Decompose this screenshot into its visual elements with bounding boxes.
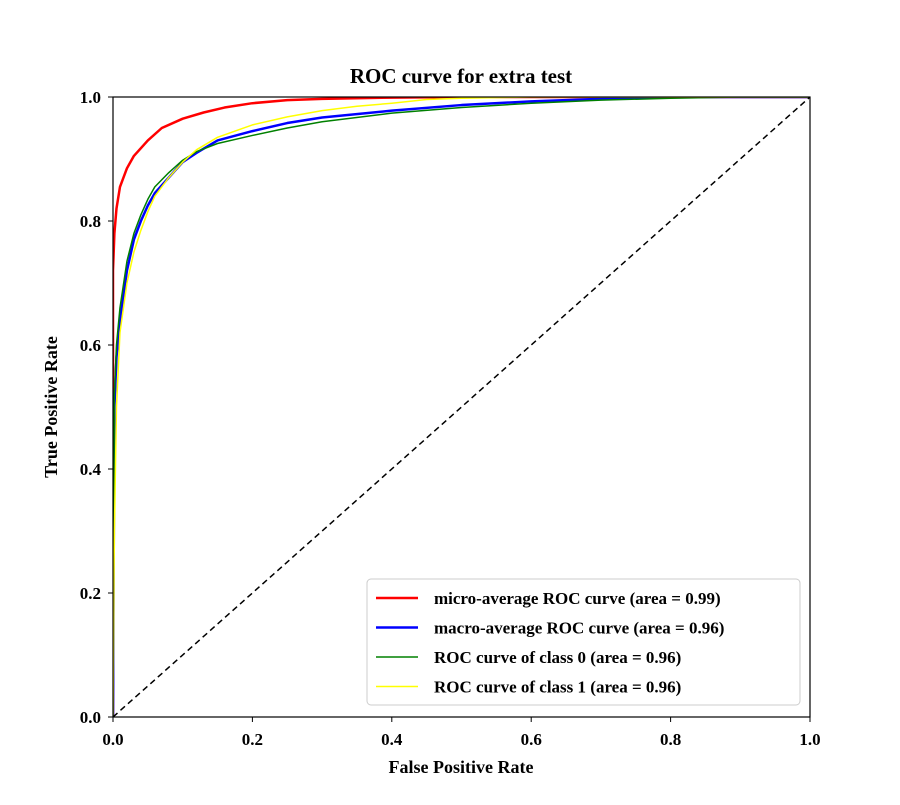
y-tick-label: 0.8 <box>80 212 101 231</box>
legend-label-3: ROC curve of class 1 (area = 0.96) <box>434 678 681 697</box>
legend-label-1: macro-average ROC curve (area = 0.96) <box>434 619 724 638</box>
legend-label-2: ROC curve of class 0 (area = 0.96) <box>434 648 681 667</box>
y-tick-label: 0.6 <box>80 336 101 355</box>
chart-title: ROC curve for extra test <box>350 64 572 88</box>
x-tick-label: 0.4 <box>381 730 403 749</box>
y-axis-label: True Positive Rate <box>41 336 61 478</box>
y-tick-label: 0.0 <box>80 708 101 727</box>
series-line-2 <box>113 97 810 717</box>
x-tick-label: 0.2 <box>242 730 263 749</box>
chance-diagonal-line <box>113 97 810 717</box>
series-line-3 <box>113 97 810 717</box>
legend-label-0: micro-average ROC curve (area = 0.99) <box>434 589 721 608</box>
legend: micro-average ROC curve (area = 0.99) mac… <box>366 578 801 706</box>
x-tick-label: 0.6 <box>521 730 542 749</box>
plot-frame <box>112 96 811 718</box>
series-line-1 <box>113 97 810 717</box>
y-tick-label: 0.4 <box>80 460 102 479</box>
legend-box <box>366 578 801 706</box>
y-tick-label: 0.2 <box>80 584 101 603</box>
x-axis-label: False Positive Rate <box>389 757 534 777</box>
y-tick-label: 1.0 <box>80 88 101 107</box>
x-tick-label: 1.0 <box>799 730 820 749</box>
x-axis-ticks: 0.0 0.2 0.4 0.6 0.8 1.0 <box>102 717 821 749</box>
y-axis-ticks: 0.0 0.2 0.4 0.6 0.8 1.0 <box>80 88 113 727</box>
x-tick-label: 0.8 <box>660 730 681 749</box>
x-tick-label: 0.0 <box>102 730 123 749</box>
